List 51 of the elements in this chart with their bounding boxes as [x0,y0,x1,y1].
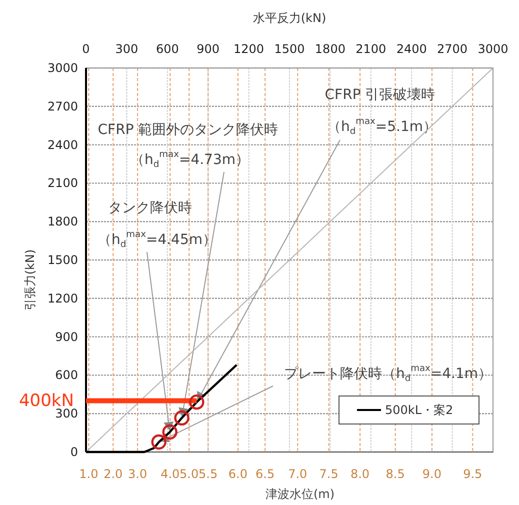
y-tick-label: 1500 [47,253,78,267]
text: 9.0 [422,467,442,481]
annotation: （h$_{d}$$^{max}$=4.73m） [130,150,250,170]
x-tick-label: 1800 [314,42,346,56]
y-tick-label: 0 [70,445,78,459]
y-tick-label: 2700 [47,99,78,114]
x-tick-label: 1200 [234,42,264,56]
text: 津波水位(m) [265,487,335,501]
text: 6.5 [256,467,275,481]
point [162,424,178,440]
text: 8.0 [350,467,370,481]
text: 5.5 [198,467,218,481]
x-tick-label: 2700 [437,42,468,56]
text: 8.5 [386,467,405,481]
text: 3.0 [128,467,148,481]
text: 1.0 [79,467,98,481]
text: 5.0 [180,467,199,481]
x-tick-label: 300 [115,42,138,56]
annotation: プレート降伏時（h$_{d}$$^{max}$=4.1m） [284,364,492,384]
annotation: CFRP 範囲外のタンク降伏時 [98,122,278,138]
x-tick-label: 900 [196,42,220,56]
y-tick-label: 600 [55,368,78,382]
x-tick-label: 2400 [396,42,427,56]
text: 7.5 [319,467,338,481]
y-tick-label: 900 [55,330,78,344]
annotation: （h$_{d}$$^{max}$=4.45m） [97,230,217,250]
y-tick-label: 2400 [47,138,78,152]
x-tick-label: 2100 [356,42,386,56]
y-tick-label: 1800 [47,214,78,229]
x-tick-label: 0 [82,42,90,56]
annotation: CFRP 引張破壊時 [324,87,436,103]
text: 4.0 [160,467,180,481]
annotation: タンク降伏時 [108,200,192,216]
x-axis-title: 水平反力(kN) [252,11,326,25]
text: 6.0 [228,467,248,481]
legend-label: 500kL・案2 [385,403,454,417]
x-tick-label: 1500 [274,42,305,56]
y-tick-label: 1200 [47,291,78,306]
y-tick-label: 2100 [47,176,78,190]
text: 7.0 [288,467,308,481]
x-tick-label: 3000 [478,42,508,56]
point [151,434,166,450]
text: 2.0 [104,467,123,481]
legend: 500kL・案2 [338,396,480,424]
y-tick-label: 300 [55,406,78,421]
y-tick-label: 3000 [47,61,78,75]
y-axis-title: 引張力(kN) [23,249,37,311]
point [189,394,204,410]
point [174,410,190,426]
x-tick-label: 600 [156,42,179,56]
text: 9.5 [463,467,482,481]
